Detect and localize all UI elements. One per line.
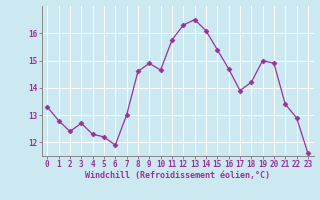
X-axis label: Windchill (Refroidissement éolien,°C): Windchill (Refroidissement éolien,°C) (85, 171, 270, 180)
